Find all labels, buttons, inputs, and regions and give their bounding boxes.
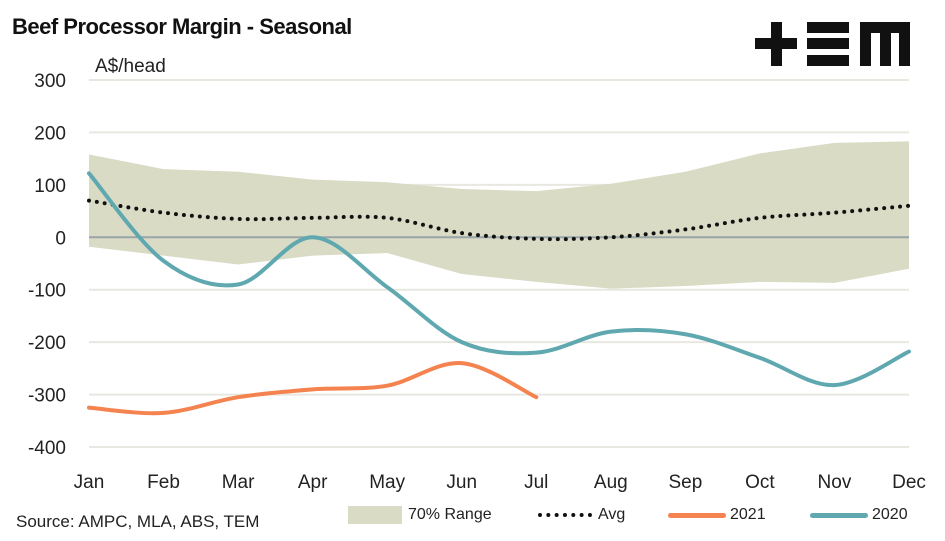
range-band [89, 141, 909, 289]
x-tick-label: Jan [74, 472, 105, 493]
y-tick-label: 300 [34, 71, 66, 92]
x-tick-label: Aug [594, 472, 628, 493]
legend-item-2020: 2020 [810, 506, 908, 524]
chart-title: Beef Processor Margin - Seasonal [12, 14, 352, 39]
legend-swatch-2020 [810, 512, 868, 518]
y-tick-label: -300 [28, 386, 66, 407]
x-tick-label: Jul [524, 472, 548, 493]
x-tick-label: Oct [745, 472, 775, 493]
x-tick-label: Mar [222, 472, 255, 493]
series-line-2021 [87, 361, 539, 416]
y-tick-label: 100 [34, 176, 66, 197]
legend-label-2020: 2020 [872, 506, 908, 523]
source-note: Source: AMPC, MLA, ABS, TEM [16, 512, 260, 531]
y-axis-label: A$/head [95, 56, 166, 77]
x-tick-label: Sep [668, 472, 702, 493]
legend-swatch-2021 [668, 512, 726, 518]
y-tick-label: 200 [34, 123, 66, 144]
legend-item-avg: Avg [538, 506, 625, 524]
series-line-avg [87, 198, 911, 242]
x-tick-label: Nov [818, 472, 852, 493]
legend-swatch-avg [538, 513, 592, 517]
x-tick-label: Dec [892, 472, 926, 493]
y-tick-label: 0 [55, 228, 66, 249]
y-tick-label: -100 [28, 281, 66, 302]
x-tick-label: Jun [446, 472, 477, 493]
series-line-2020 [87, 171, 911, 388]
x-tick-label: May [369, 472, 405, 493]
legend-swatch-range [348, 506, 402, 524]
y-tick-label: -400 [28, 438, 66, 459]
x-tick-label: Apr [298, 472, 328, 493]
legend-item-range: 70% Range [348, 506, 492, 524]
legend-item-2021: 2021 [668, 506, 766, 524]
legend-label-avg: Avg [598, 506, 626, 523]
y-tick-label: -200 [28, 333, 66, 354]
x-tick-label: Feb [147, 472, 180, 493]
legend-label-2021: 2021 [730, 506, 766, 523]
tem-logo [755, 22, 910, 66]
legend-label-range: 70% Range [408, 506, 492, 523]
